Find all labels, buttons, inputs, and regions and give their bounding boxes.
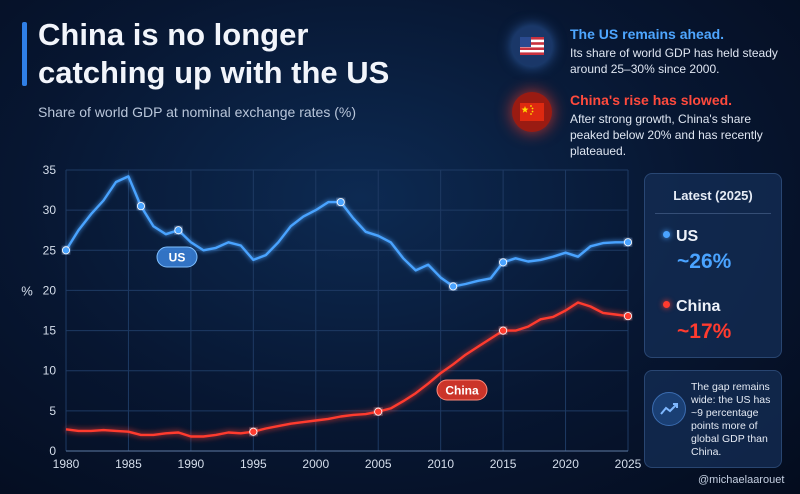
us-callout-heading: The US remains ahead.: [570, 26, 725, 42]
china-data-point: [374, 407, 383, 416]
y-tick-label: 30: [43, 203, 57, 217]
chart-series: [62, 175, 633, 438]
author-credit: @michaelaarouet: [698, 474, 785, 486]
x-tick-label: 1995: [240, 457, 267, 471]
china-data-point: [624, 312, 633, 321]
y-tick-label: 15: [43, 324, 57, 338]
y-tick-label: 20: [43, 283, 57, 297]
latest-us-value: ~26%: [677, 250, 732, 273]
latest-values-panel: Latest (2025) US ~26% China ~17%: [644, 173, 782, 358]
y-tick-label: 25: [43, 243, 57, 257]
us-data-point: [499, 258, 508, 267]
us-data-point: [62, 246, 71, 255]
us-data-point: [624, 238, 633, 247]
x-tick-label: 2010: [427, 457, 454, 471]
x-tick-label: 1985: [115, 457, 142, 471]
china-series-label-text: China: [445, 384, 479, 398]
title-line-2: catching up with the US: [38, 55, 390, 90]
china-data-point: [249, 427, 258, 436]
x-tick-label: 2025: [615, 457, 642, 471]
china-series-line: [65, 301, 629, 438]
page-title: China is no longer catching up with the …: [38, 16, 389, 92]
x-tick-label: 2020: [552, 457, 579, 471]
y-tick-label: 35: [43, 163, 57, 177]
latest-divider: [655, 213, 771, 214]
series-labels: US China: [156, 246, 488, 401]
us-callout-text: Its share of world GDP has held steady a…: [570, 46, 778, 76]
gap-note-panel: The gap remains wide: the US has ~9 perc…: [644, 370, 782, 468]
us-series-line: [64, 175, 628, 288]
chart-subtitle: Share of world GDP at nominal exchange r…: [38, 104, 357, 120]
chart-grid: [65, 169, 629, 452]
x-tick-label: 1990: [178, 457, 205, 471]
y-tick-label: 0: [49, 444, 56, 458]
china-flag-icon: [512, 92, 552, 132]
china-callout-heading: China's rise has slowed.: [570, 92, 733, 108]
us-dot-icon: [663, 231, 670, 239]
x-tick-label: 1980: [53, 457, 80, 471]
us-flag-icon: [512, 26, 552, 66]
latest-china-row: China: [663, 298, 720, 316]
y-tick-label: 10: [43, 364, 57, 378]
latest-title: Latest (2025): [673, 188, 753, 203]
china-series-label: China: [436, 379, 488, 401]
china-callout-text: After strong growth, China's share peake…: [570, 112, 763, 158]
us-data-point: [174, 226, 183, 235]
y-axis-label: %: [21, 283, 33, 298]
china-data-point: [499, 326, 508, 335]
gap-note-text: The gap remains wide: the US has ~9 perc…: [691, 381, 771, 458]
china-series-label-background: [436, 379, 488, 401]
y-tick-label: 5: [49, 404, 56, 418]
latest-china-value: ~17%: [677, 320, 732, 343]
us-data-point: [336, 198, 345, 207]
us-series-label: US: [156, 246, 198, 268]
us-series-label-text: US: [169, 251, 186, 265]
title-line-1: China is no longer: [38, 17, 309, 52]
x-tick-label: 2015: [490, 457, 517, 471]
us-series-label-background: [156, 246, 198, 268]
x-tick-label: 2005: [365, 457, 392, 471]
latest-us-row: US: [663, 228, 698, 246]
latest-us-name: US: [676, 228, 699, 245]
china-dot-icon: [663, 301, 670, 309]
us-data-point: [449, 282, 458, 291]
us-data-point: [136, 202, 145, 211]
x-tick-label: 2000: [302, 457, 329, 471]
latest-china-name: China: [676, 298, 721, 315]
title-accent-bar: [22, 22, 27, 86]
trend-up-icon: [652, 392, 686, 426]
